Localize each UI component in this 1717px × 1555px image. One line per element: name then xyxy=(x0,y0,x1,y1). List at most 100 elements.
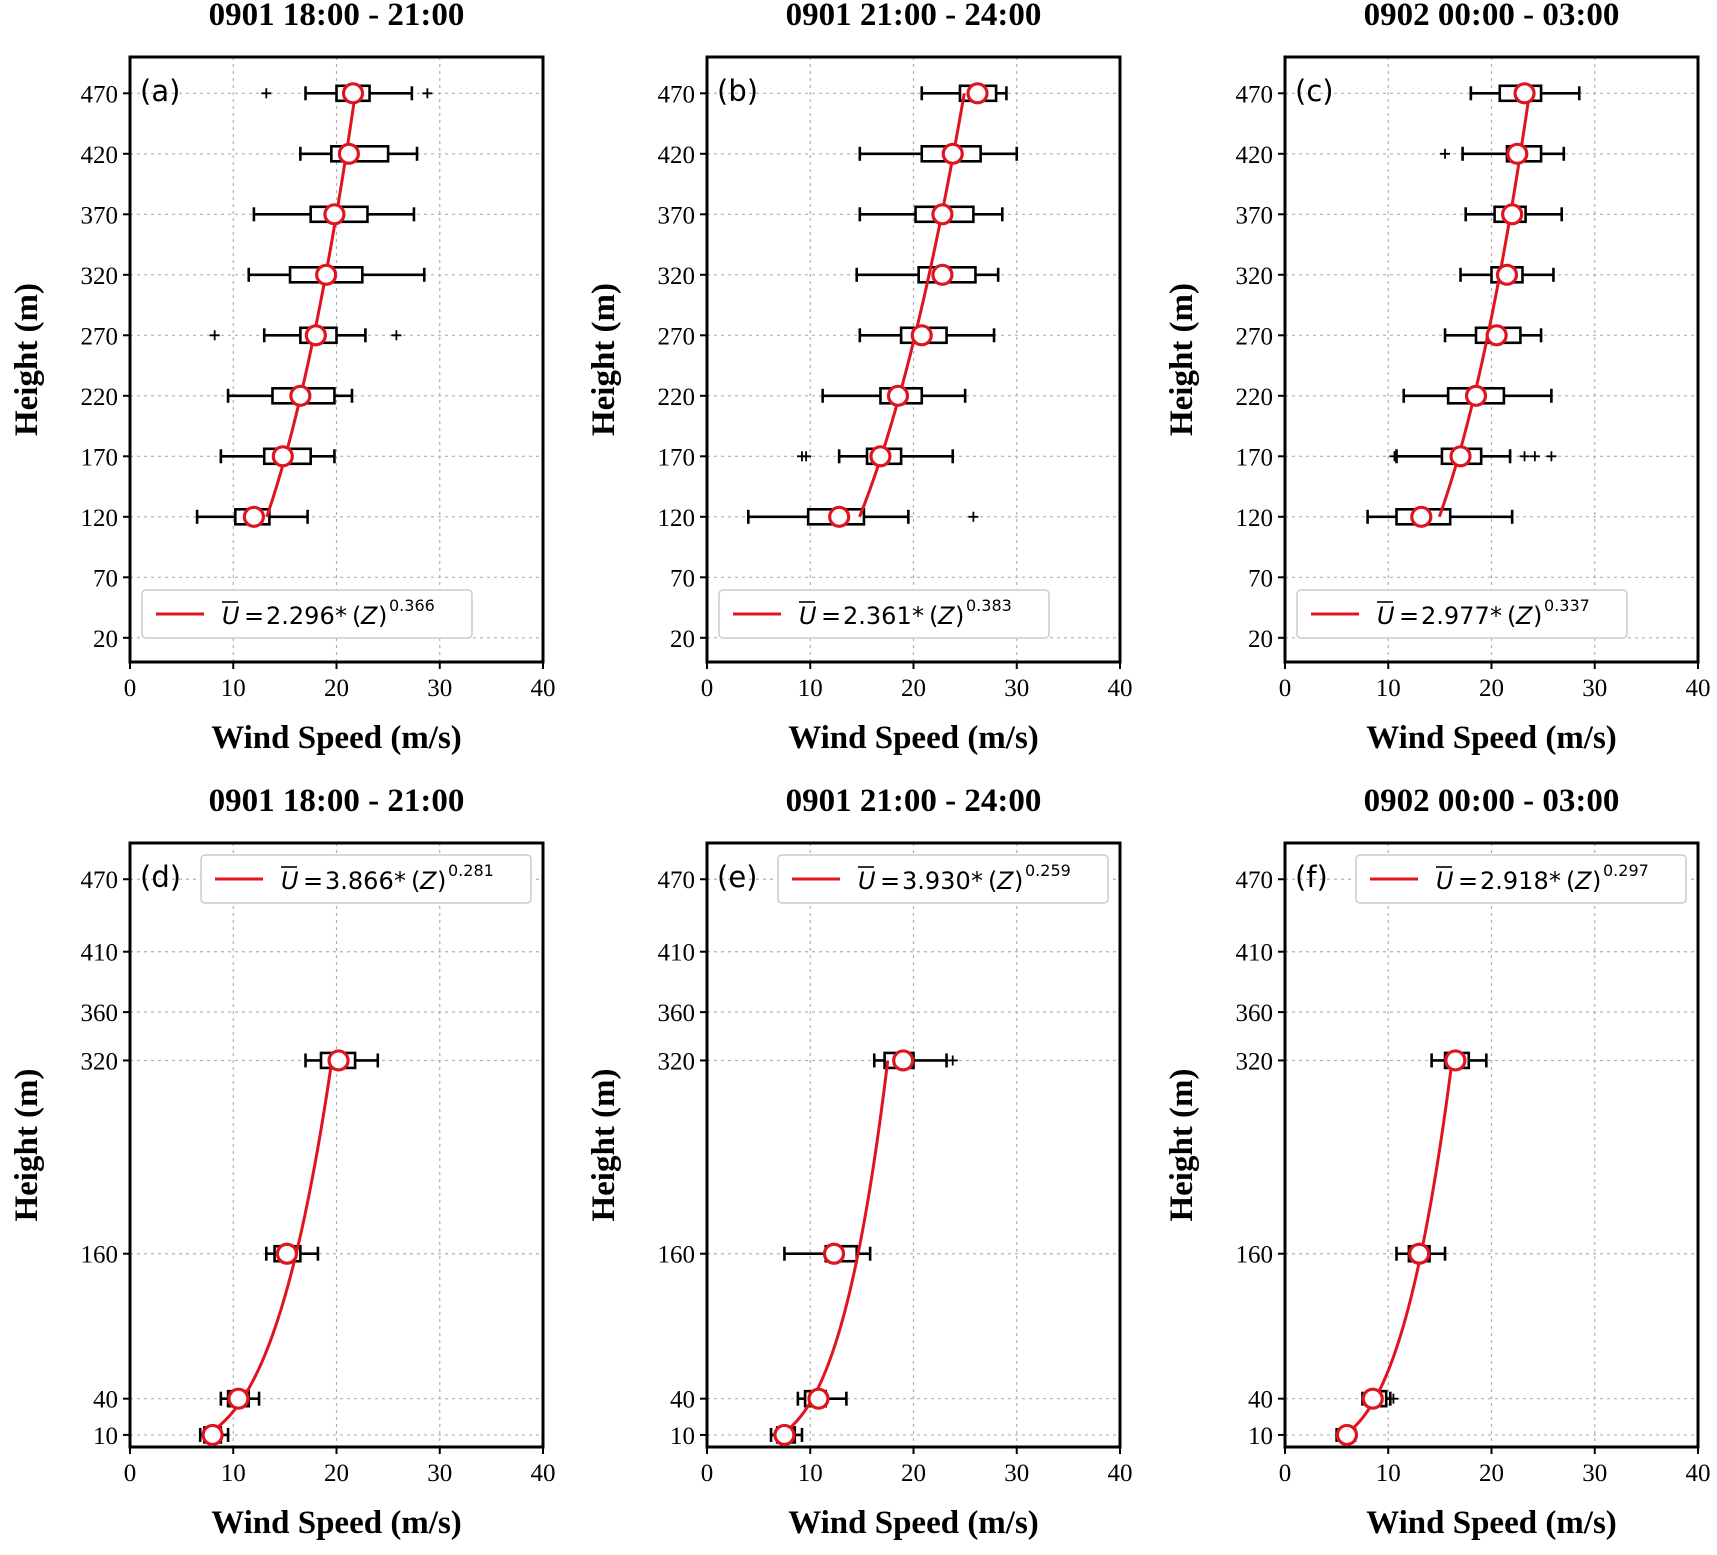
legend-z-symbol: Z xyxy=(419,867,437,895)
y-tick-label: 10 xyxy=(670,1423,695,1450)
panel-label: (f) xyxy=(1295,860,1328,894)
mean-marker xyxy=(1444,1049,1467,1072)
box-420m xyxy=(858,145,1019,163)
y-tick-label: 220 xyxy=(81,384,119,411)
panel-title: 0902 00:00 - 03:00 xyxy=(1364,0,1620,33)
legend-coefficient: 3.866 xyxy=(325,867,394,895)
mean-marker xyxy=(931,263,954,286)
x-tick-label: 40 xyxy=(531,675,556,702)
y-tick-label: 420 xyxy=(658,142,696,169)
legend-symbol: U xyxy=(1377,602,1395,630)
panel-a: 0 10 20 30 40 20 70 120 170 220 270 320 370 420 470 090… xyxy=(9,0,556,756)
x-axis-label: Wind Speed (m/s) xyxy=(1366,720,1617,756)
y-tick-label: 20 xyxy=(1248,626,1273,653)
panel-label: (a) xyxy=(140,74,180,108)
y-axis-label: Height (m) xyxy=(586,1068,622,1221)
legend-z: ( xyxy=(988,867,997,895)
x-tick-label: 20 xyxy=(1479,1460,1504,1487)
y-tick-label: 370 xyxy=(81,202,119,229)
mean-marker xyxy=(315,263,338,286)
y-tick-label: 470 xyxy=(658,81,696,108)
mean-marker xyxy=(341,82,365,105)
fit-curve xyxy=(205,1060,334,1437)
mean-marker xyxy=(966,82,989,105)
x-tick-label: 20 xyxy=(901,675,926,702)
x-axis-label: Wind Speed (m/s) xyxy=(211,720,462,756)
legend-z-symbol: Z xyxy=(996,867,1014,895)
x-tick-label: 40 xyxy=(1108,675,1133,702)
y-tick-label: 320 xyxy=(1236,263,1274,290)
x-tick-label: 10 xyxy=(1376,1460,1401,1487)
y-tick-label: 410 xyxy=(1236,940,1274,967)
x-tick-label: 0 xyxy=(701,675,714,702)
y-tick-label: 420 xyxy=(1236,142,1274,169)
legend-z: ( xyxy=(411,867,420,895)
legend-mult: * xyxy=(394,867,406,895)
x-tick-label: 10 xyxy=(798,1460,823,1487)
legend-z: ( xyxy=(1507,602,1516,630)
mean-marker xyxy=(910,324,933,347)
mean-marker xyxy=(773,1423,796,1447)
outlier-marker xyxy=(801,451,812,462)
mean-marker xyxy=(1410,505,1433,528)
mean-marker xyxy=(337,142,360,165)
mean-marker xyxy=(201,1423,224,1447)
legend-exponent: 0.259 xyxy=(1025,861,1071,880)
x-tick-label: 20 xyxy=(324,675,349,702)
x-tick-label: 10 xyxy=(221,1460,246,1487)
y-tick-label: 470 xyxy=(1236,81,1274,108)
y-tick-label: 360 xyxy=(658,1000,696,1027)
mean-marker xyxy=(1361,1387,1384,1410)
mean-marker xyxy=(1513,82,1536,105)
legend: U = 3.930 *(Z) 0.259 xyxy=(777,854,1109,904)
mean-marker xyxy=(828,505,851,528)
legend-equals: = xyxy=(1458,867,1478,895)
legend-equals: = xyxy=(1399,602,1419,630)
mean-marker xyxy=(323,203,346,226)
y-tick-label: 410 xyxy=(81,940,119,967)
x-tick-label: 10 xyxy=(1376,675,1401,702)
legend-coefficient: 2.918 xyxy=(1480,867,1549,895)
mean-marker xyxy=(822,1242,846,1265)
box-370m xyxy=(858,205,1004,224)
legend-z: ( xyxy=(352,602,361,630)
y-tick-label: 10 xyxy=(1248,1423,1273,1450)
y-tick-label: 70 xyxy=(670,565,695,592)
panel-label: (d) xyxy=(140,860,181,894)
y-tick-label: 70 xyxy=(1248,565,1273,592)
y-tick-label: 470 xyxy=(1236,867,1274,894)
panel-title: 0901 18:00 - 21:00 xyxy=(209,783,465,819)
x-tick-label: 40 xyxy=(1686,675,1711,702)
legend: U = 2.918 *(Z) 0.297 xyxy=(1355,854,1687,904)
mean-marker xyxy=(1335,1423,1359,1447)
x-axis-label: Wind Speed (m/s) xyxy=(1366,1505,1617,1541)
y-tick-label: 270 xyxy=(81,323,119,350)
outlier-marker xyxy=(947,1055,958,1066)
legend: U = 2.361 *(Z) 0.383 xyxy=(718,589,1050,639)
y-axis-label: Height (m) xyxy=(1164,1068,1200,1221)
legend-symbol: U xyxy=(281,867,299,895)
y-tick-label: 410 xyxy=(658,940,696,967)
y-tick-label: 220 xyxy=(1236,384,1274,411)
y-tick-label: 40 xyxy=(1248,1387,1273,1414)
y-axis-label: Height (m) xyxy=(1164,283,1200,436)
mean-marker xyxy=(892,1049,915,1072)
box-120m xyxy=(746,507,979,526)
legend-mult: * xyxy=(971,867,983,895)
legend: U = 3.866 *(Z) 0.281 xyxy=(200,854,532,904)
x-tick-label: 10 xyxy=(798,675,823,702)
y-tick-label: 270 xyxy=(1236,323,1274,350)
mean-marker xyxy=(869,445,892,468)
x-tick-label: 30 xyxy=(1004,675,1029,702)
legend: U = 2.296 *(Z) 0.366 xyxy=(141,589,473,639)
y-tick-label: 320 xyxy=(658,263,696,290)
legend-z-symbol: Z xyxy=(360,602,378,630)
y-axis-label: Height (m) xyxy=(9,1068,45,1221)
x-tick-label: 40 xyxy=(1108,1460,1133,1487)
panel-title: 0901 21:00 - 24:00 xyxy=(786,0,1042,33)
mean-marker xyxy=(327,1049,350,1072)
mean-marker xyxy=(1495,263,1519,286)
y-tick-label: 360 xyxy=(1236,1000,1274,1027)
